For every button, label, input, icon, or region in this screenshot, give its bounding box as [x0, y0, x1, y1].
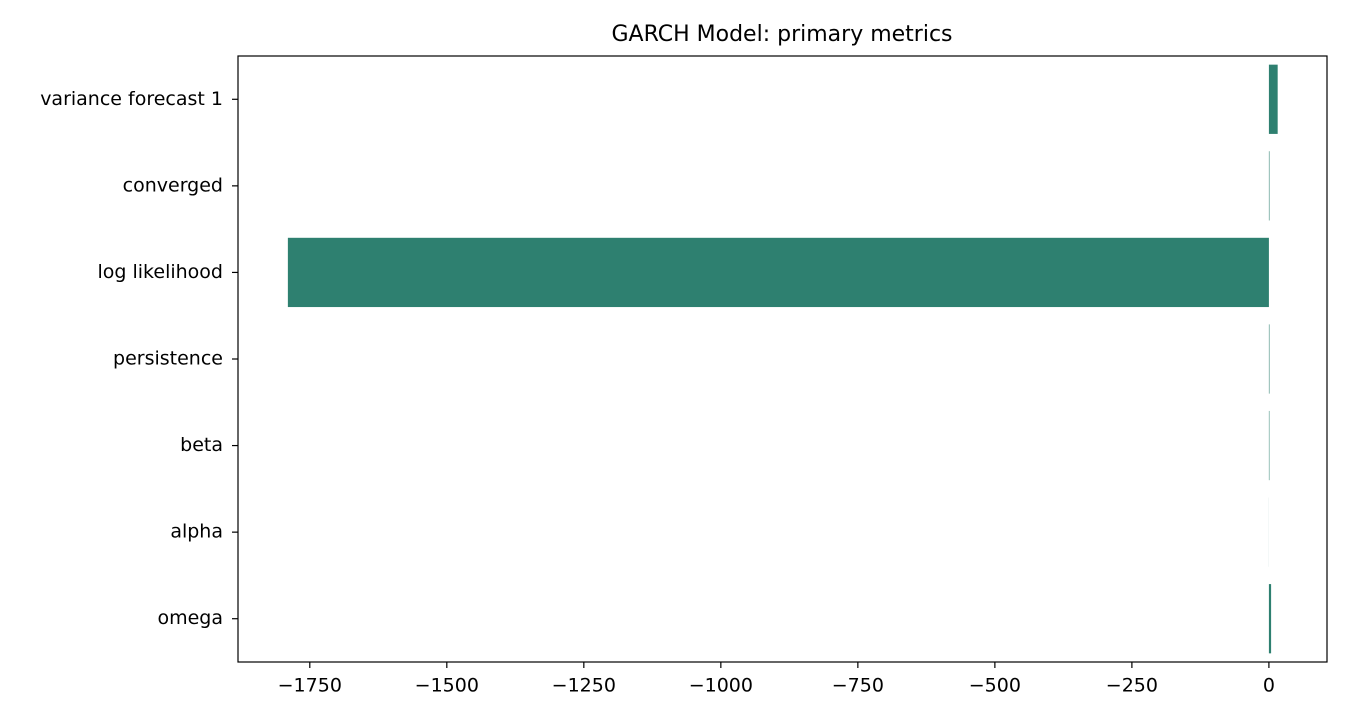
x-tick-label: −250 — [1106, 675, 1158, 697]
y-tick-label: beta — [180, 434, 223, 456]
y-tick-label: persistence — [113, 348, 223, 370]
x-tick-label: −500 — [969, 675, 1021, 697]
x-tick-label: −1500 — [415, 675, 479, 697]
x-tick-label: −1250 — [552, 675, 616, 697]
bar — [1268, 584, 1272, 654]
chart-title: GARCH Model: primary metrics — [611, 22, 952, 47]
bar — [1268, 64, 1278, 134]
y-tick-label: alpha — [170, 521, 223, 543]
x-tick-label: −750 — [832, 675, 884, 697]
y-tick-label: converged — [123, 174, 223, 196]
y-tick-label: log likelihood — [98, 261, 224, 283]
x-tick-label: 0 — [1263, 675, 1275, 697]
x-tick-label: −1000 — [689, 675, 753, 697]
bar — [1268, 151, 1270, 221]
bar — [1268, 324, 1270, 394]
x-tick-label: −1750 — [278, 675, 342, 697]
plot-frame — [237, 55, 1328, 663]
y-tick-label: omega — [157, 607, 223, 629]
y-tick-label: variance forecast 1 — [40, 88, 223, 110]
bar — [287, 237, 1269, 308]
